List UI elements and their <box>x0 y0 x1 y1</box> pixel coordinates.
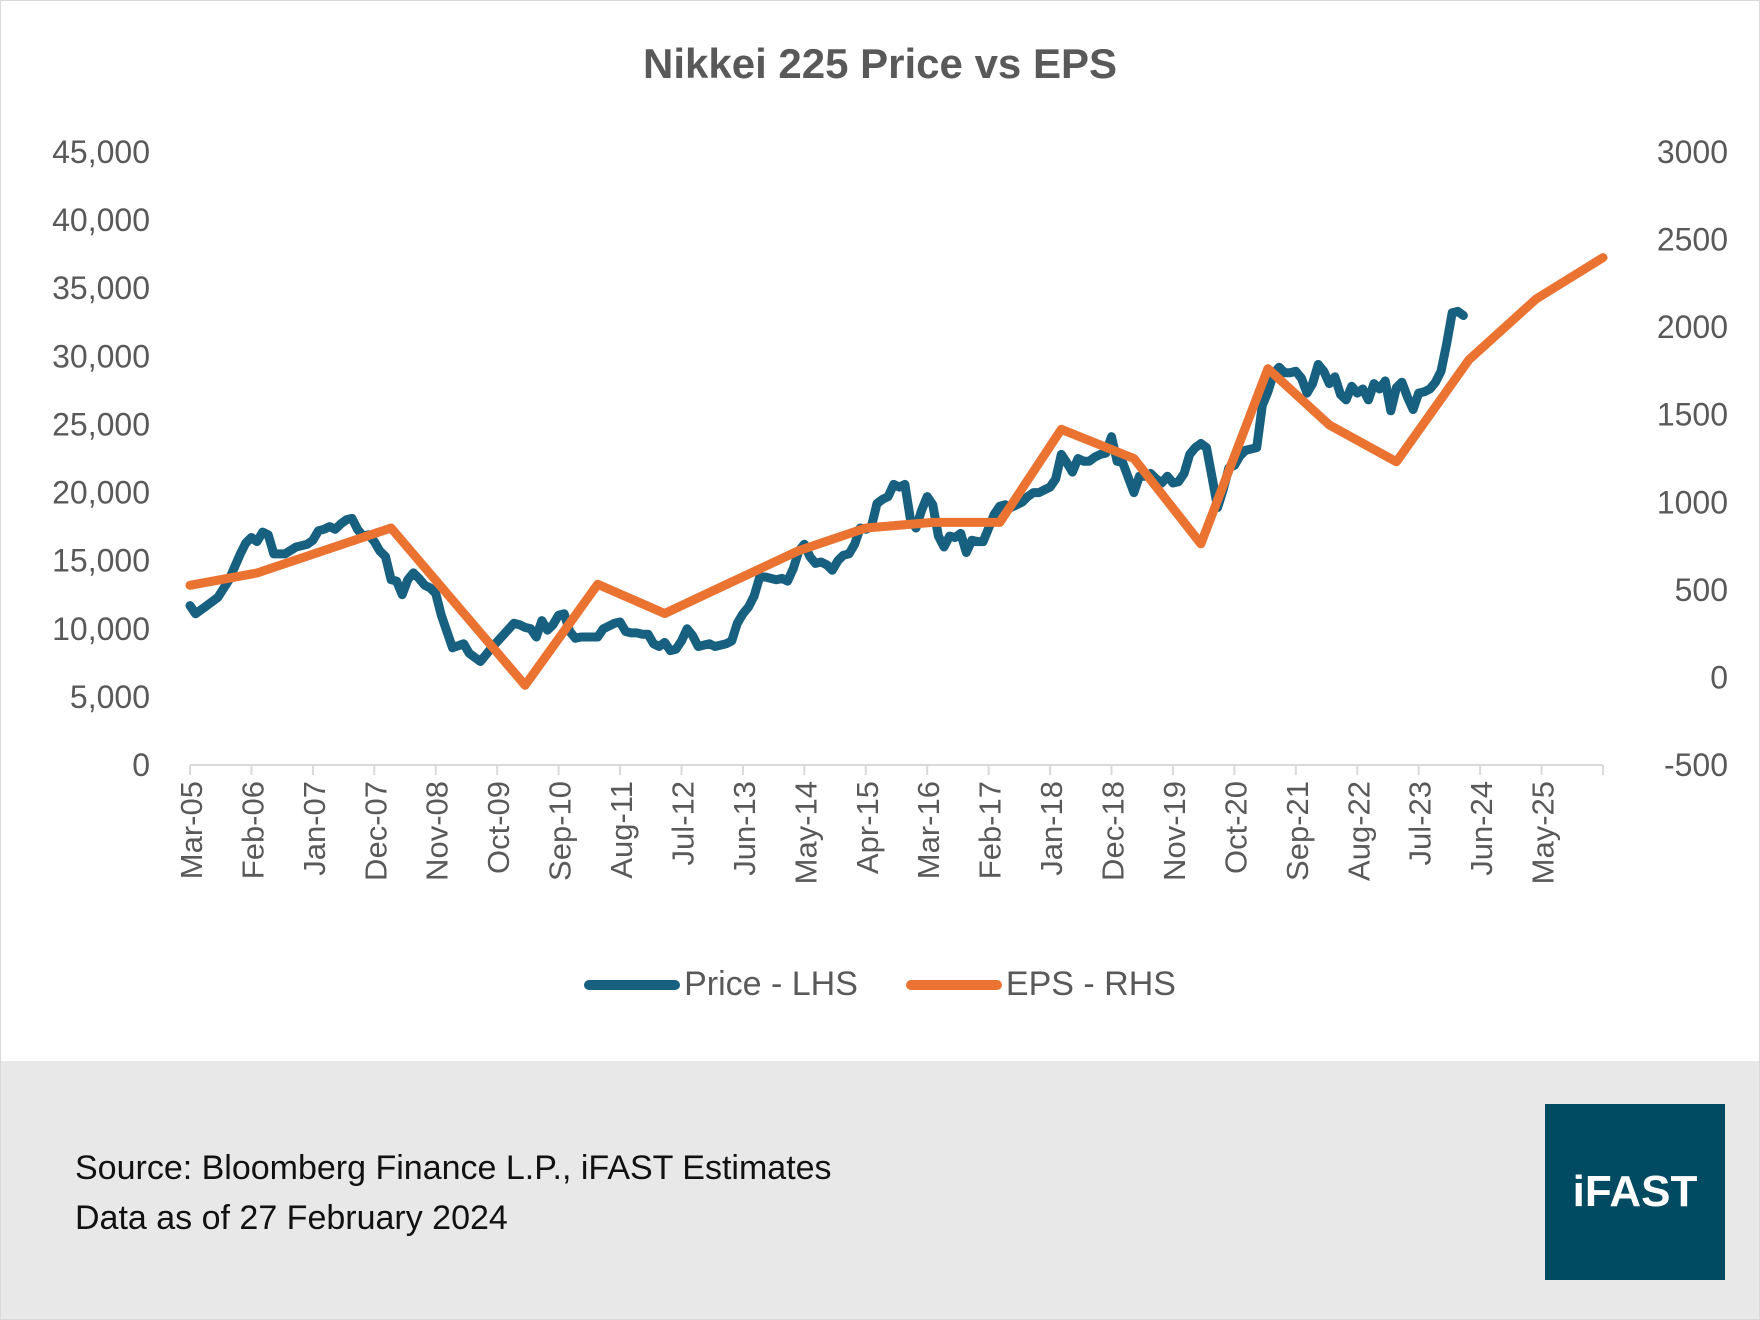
x-tick-label: May-25 <box>1526 781 1561 884</box>
y-left-tick-label: 15,000 <box>52 543 150 579</box>
x-tick-label: Oct-09 <box>481 781 516 874</box>
legend-swatch-price <box>584 979 681 990</box>
legend-label-price: Price - LHS <box>684 965 858 1003</box>
source-text: Source: Bloomberg Finance L.P., iFAST Es… <box>75 1149 832 1187</box>
y-left-tick-label: 10,000 <box>52 611 150 647</box>
x-tick-label: Feb-17 <box>973 781 1008 879</box>
y-right-tick-label: 2500 <box>1657 222 1728 258</box>
x-tick-label: Apr-15 <box>850 781 885 874</box>
legend-item-eps: EPS - RHS <box>905 965 1176 1004</box>
legend-item-price: Price - LHS <box>584 965 858 1004</box>
y-right-tick-label: 500 <box>1675 572 1728 608</box>
x-tick-label: Sep-21 <box>1280 781 1315 881</box>
x-tick-label: Feb-06 <box>235 781 270 879</box>
source-note: Source: Bloomberg Finance L.P., iFAST Es… <box>75 1143 832 1243</box>
y-left-tick-label: 30,000 <box>52 338 150 374</box>
legend-label-eps: EPS - RHS <box>1005 965 1176 1003</box>
x-tick-label: Mar-16 <box>911 781 946 879</box>
ifast-logo: iFAST <box>1545 1104 1725 1280</box>
x-tick-label: Mar-05 <box>174 781 209 879</box>
legend-swatch-eps <box>905 979 1002 990</box>
y-right-tick-label: 3000 <box>1657 134 1728 170</box>
x-tick-label: Jul-12 <box>665 781 700 865</box>
chart-plot: Mar-05 Feb-06 Jan-07 Dec-07 Nov-08 Oct-09 Sep-… <box>52 134 1728 884</box>
y-left-tick-label: 40,000 <box>52 202 150 238</box>
y-left-tick-label: 25,000 <box>52 406 150 442</box>
x-tick-label: Nov-08 <box>420 781 455 881</box>
legend: Price - LHS EPS - RHS <box>0 965 1760 1004</box>
y-right-tick-label: 0 <box>1710 659 1728 695</box>
x-tick-label: Sep-10 <box>543 781 578 881</box>
x-tick-label: May-14 <box>788 781 823 884</box>
x-tick-label: Aug-11 <box>604 781 639 879</box>
y-left-tick-label: 5,000 <box>70 679 150 715</box>
x-tick-label: Jun-24 <box>1464 781 1499 876</box>
x-tick-label: Aug-22 <box>1341 781 1376 881</box>
logo-text: iFAST <box>1572 1167 1698 1216</box>
y-right-tick-label: 1000 <box>1657 484 1728 520</box>
x-tick-label: Dec-07 <box>358 781 393 881</box>
y-left-tick-label: 35,000 <box>52 270 150 306</box>
y-left-tick-label: 20,000 <box>52 475 150 511</box>
y-left-tick-label: 45,000 <box>52 134 150 170</box>
eps-line <box>185 253 1608 690</box>
y-right-tick-label: 1500 <box>1657 397 1728 433</box>
x-tick-label: Jun-13 <box>727 781 762 876</box>
x-tick-label: Oct-20 <box>1218 781 1253 874</box>
x-tick-label: Jul-23 <box>1403 781 1438 865</box>
x-tick-label: Jan-18 <box>1034 781 1069 876</box>
chart-title: Nikkei 225 Price vs EPS <box>643 40 1117 87</box>
data-date-text: Data as of 27 February 2024 <box>75 1199 508 1237</box>
x-tick-label: Nov-19 <box>1157 781 1192 881</box>
x-tick-label: Jan-07 <box>297 781 332 876</box>
y-right-tick-label: -500 <box>1664 747 1728 783</box>
footer <box>0 1061 1760 1320</box>
y-left-tick-label: 0 <box>132 747 150 783</box>
x-tick-label: Dec-18 <box>1096 781 1131 881</box>
y-right-tick-label: 2000 <box>1657 309 1728 345</box>
